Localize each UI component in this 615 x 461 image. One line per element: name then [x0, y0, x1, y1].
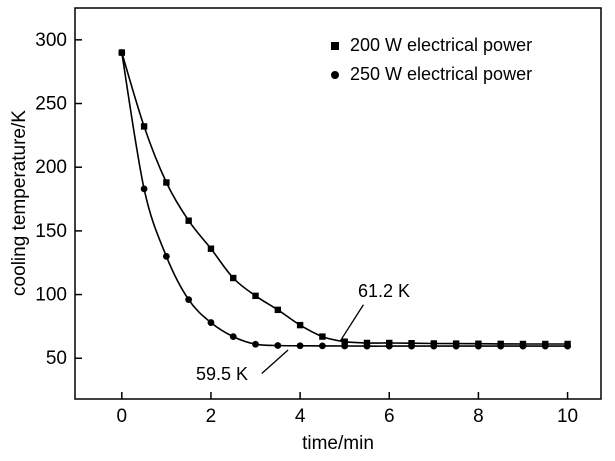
annotation-61-2k: 61.2 K — [358, 281, 411, 301]
y-tick-label: 150 — [35, 221, 67, 242]
y-tick-label: 250 — [35, 94, 67, 115]
circle-marker-icon — [385, 342, 393, 350]
y-axis-label: cooling temperature/K — [9, 110, 30, 296]
circle-marker-icon — [252, 340, 259, 348]
circle-marker-icon — [229, 333, 237, 340]
legend-label-200w: 200 W electrical power — [350, 35, 533, 55]
y-tick-label: 200 — [35, 157, 67, 178]
square-marker-icon — [341, 338, 348, 345]
circle-marker-icon — [519, 342, 527, 350]
x-tick-label: 10 — [557, 406, 578, 427]
circle-marker-icon — [363, 342, 371, 350]
y-tick-label: 300 — [35, 30, 67, 51]
x-tick-label: 4 — [295, 406, 306, 427]
x-axis-label: time/min — [302, 433, 374, 454]
x-tick-label: 2 — [206, 406, 217, 427]
circle-marker-icon — [162, 252, 170, 260]
y-tick-label: 100 — [35, 285, 67, 306]
annotation-line-0 — [339, 304, 364, 342]
circle-marker-icon — [564, 342, 571, 350]
circle-marker-icon — [185, 296, 193, 304]
annotation-59-5k: 59.5 K — [196, 364, 249, 384]
legend-item-200w: 200 W electrical power — [331, 35, 532, 56]
circle-marker-icon — [430, 342, 438, 350]
circle-marker-icon — [475, 342, 482, 350]
circle-marker-icon — [296, 342, 304, 350]
circle-marker-icon — [541, 342, 549, 350]
square-marker-icon — [207, 245, 215, 252]
circle-marker-icon — [331, 70, 339, 79]
x-tick-label: 0 — [117, 406, 128, 427]
legend-label-250w: 250 W electrical power — [350, 64, 533, 84]
circle-marker-icon — [274, 342, 282, 349]
square-marker-icon — [252, 292, 259, 300]
x-tick-label: 6 — [384, 406, 395, 427]
circle-marker-icon — [497, 342, 505, 350]
plot-border — [74, 7, 602, 400]
circle-marker-icon — [140, 185, 148, 193]
circle-marker-icon — [207, 319, 215, 326]
annotation-line-1 — [261, 349, 289, 375]
legend-item-250w: 250 W electrical power — [331, 64, 532, 85]
legend: 200 W electrical power 250 W electrical … — [331, 35, 532, 85]
circle-marker-icon — [452, 342, 460, 350]
x-tick-label: 8 — [473, 406, 484, 427]
y-tick-label: 50 — [46, 348, 67, 369]
square-marker-icon — [185, 217, 192, 224]
circle-marker-icon — [408, 342, 415, 350]
circle-marker-icon — [118, 49, 126, 56]
square-marker-icon — [274, 306, 282, 314]
square-marker-icon — [230, 274, 237, 282]
square-marker-icon — [140, 123, 148, 130]
square-marker-icon — [319, 333, 326, 340]
circle-marker-icon — [318, 342, 326, 350]
circle-marker-icon — [341, 342, 349, 350]
square-marker-icon — [331, 41, 339, 50]
square-marker-icon — [296, 321, 304, 329]
square-marker-icon — [163, 179, 170, 186]
